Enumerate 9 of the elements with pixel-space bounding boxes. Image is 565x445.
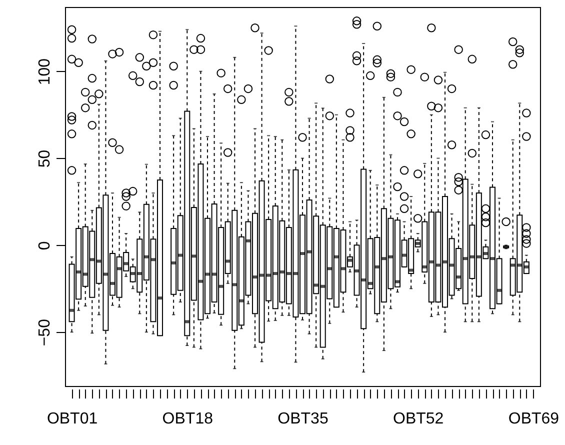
x-tick-label: OBT52 xyxy=(393,410,444,428)
y-tick-label: 50 xyxy=(36,150,54,168)
x-tick-label: OBT18 xyxy=(162,410,214,428)
y-tick-label: 100 xyxy=(36,58,54,86)
x-tick-label: OBT01 xyxy=(46,410,98,428)
y-tick-label: 0 xyxy=(36,241,54,250)
x-tick-label: OBT69 xyxy=(508,410,560,428)
y-tick-label: −50 xyxy=(36,318,54,346)
x-tick-label: OBT35 xyxy=(278,410,328,428)
